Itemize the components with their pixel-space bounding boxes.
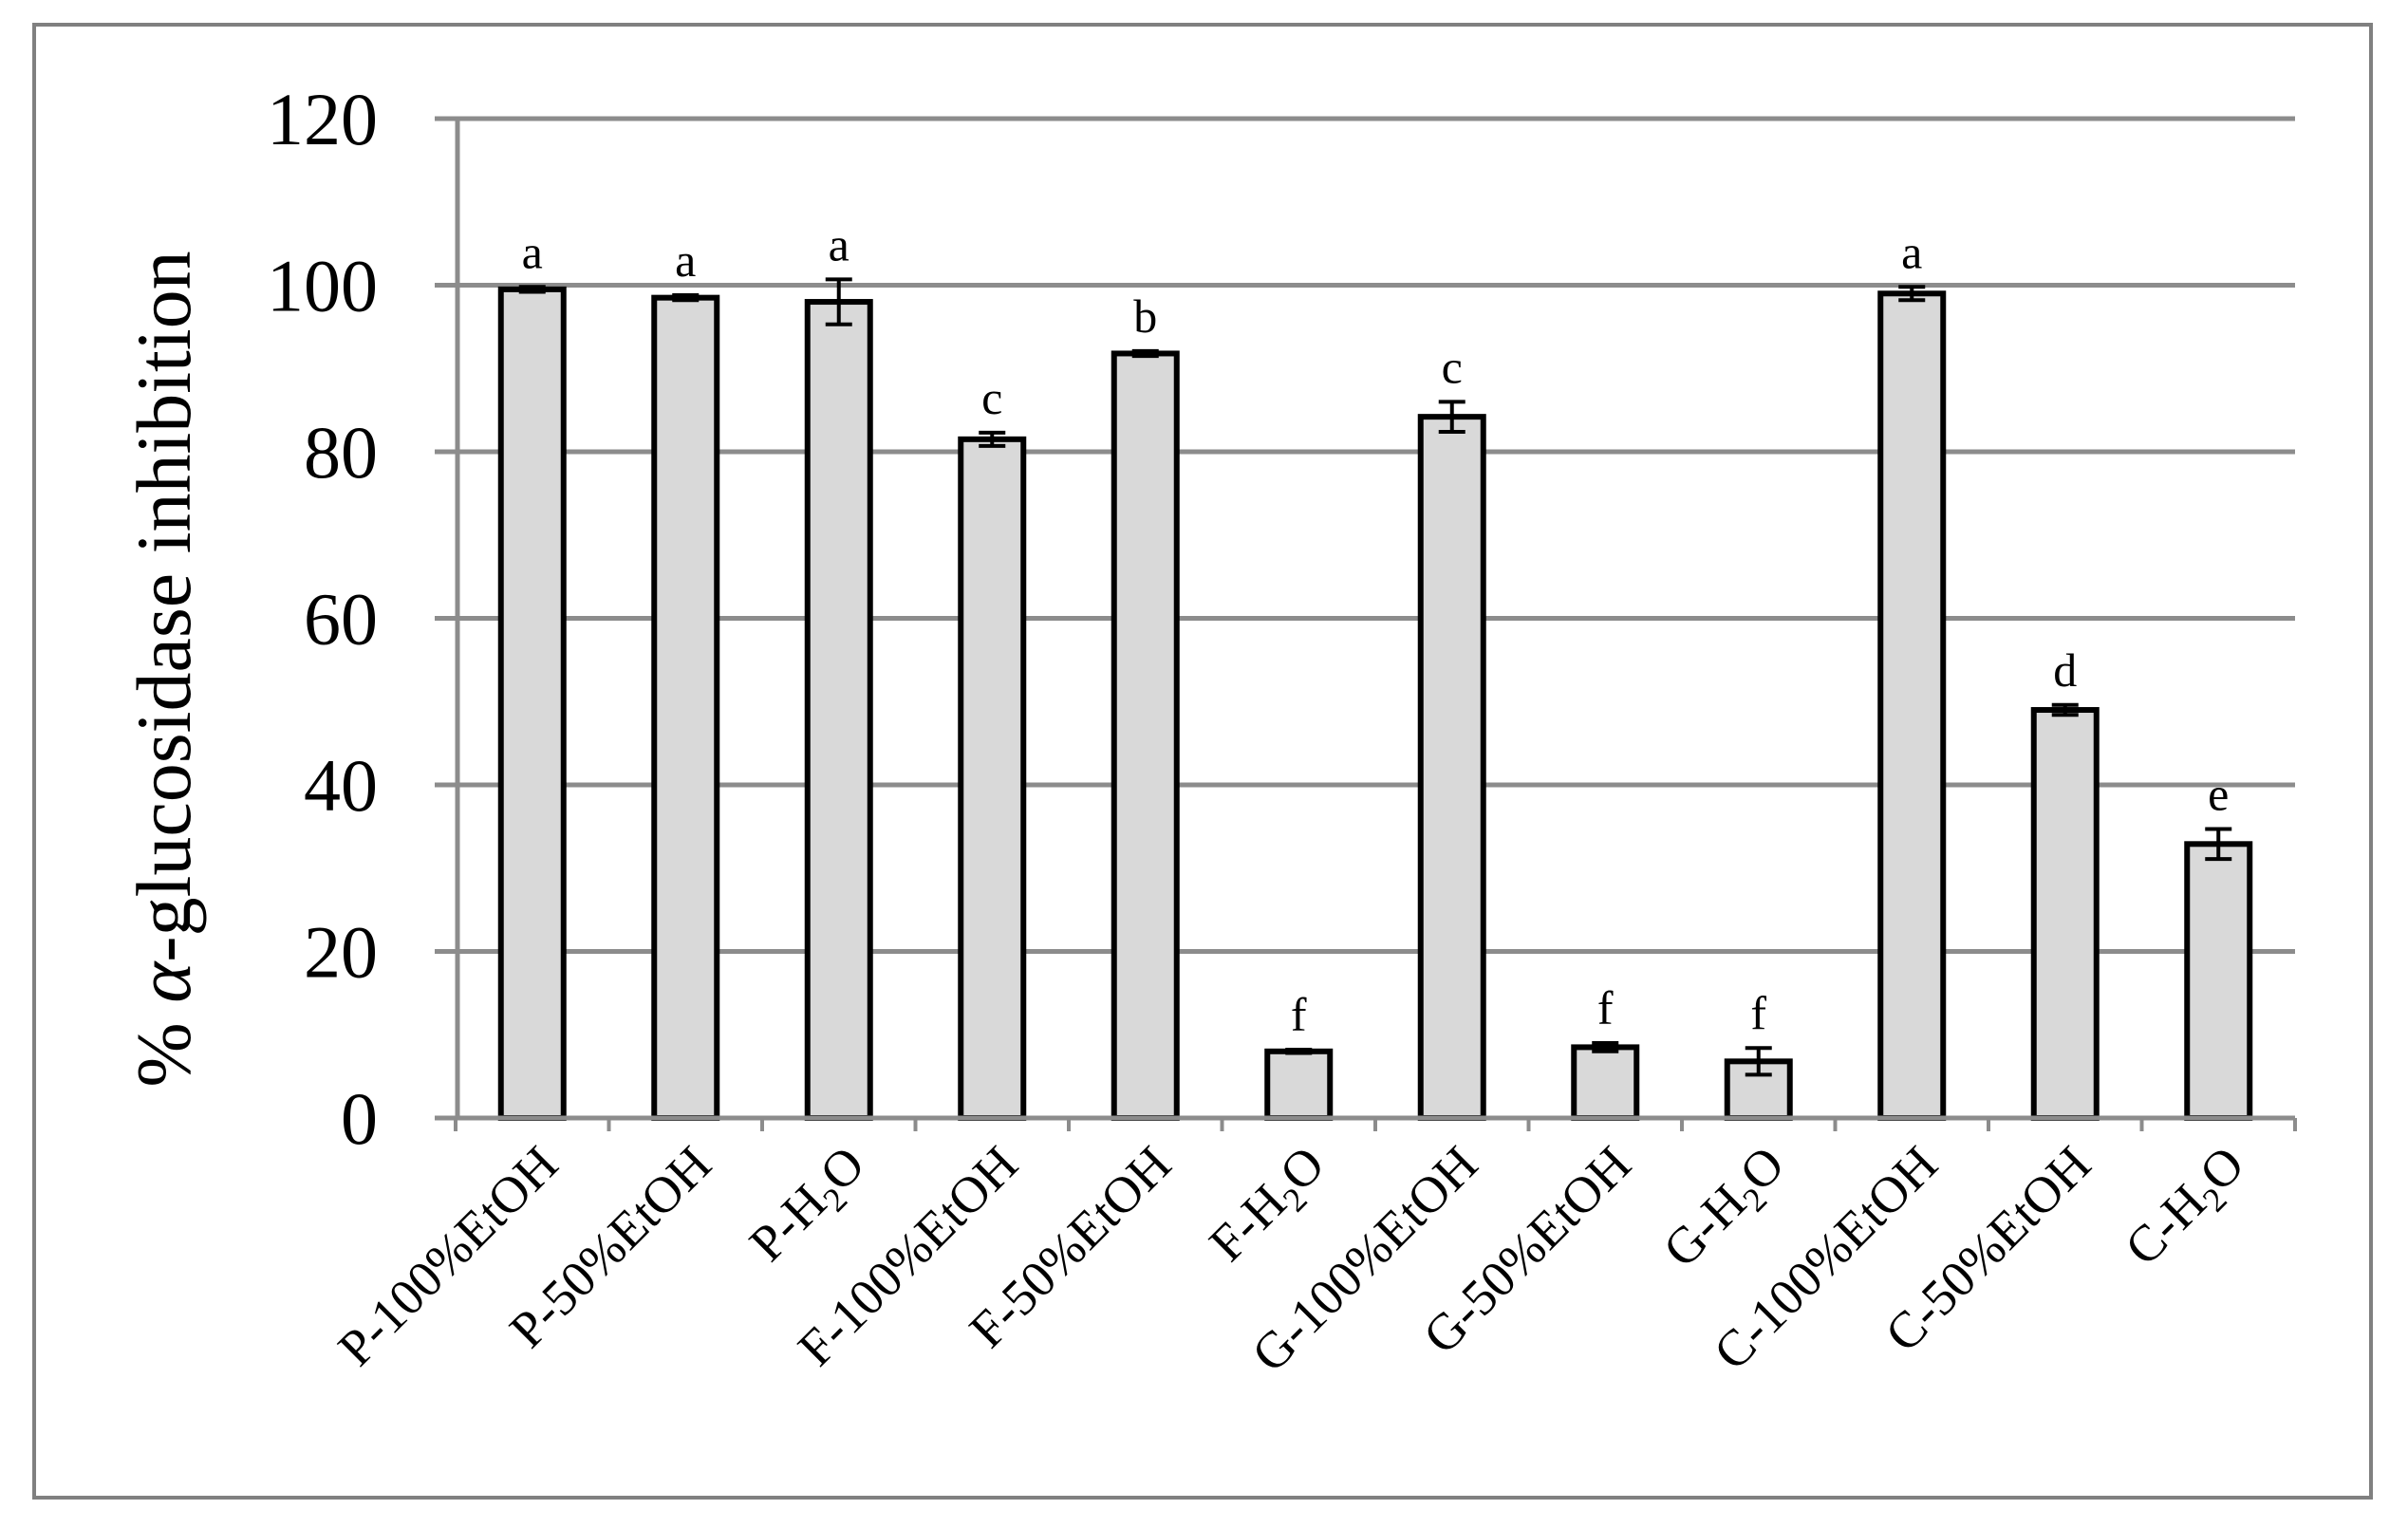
axes	[435, 119, 2297, 1131]
y-tick-label: 20	[304, 911, 378, 994]
error-bar	[672, 293, 700, 303]
error-bar	[1285, 1048, 1313, 1055]
error-bar	[979, 430, 1006, 448]
significance-label: f	[1291, 988, 1307, 1041]
significance-label: a	[829, 217, 849, 270]
bar	[1877, 290, 1947, 1121]
y-tick-label: 120	[267, 78, 378, 160]
significance-label: d	[2053, 643, 2077, 697]
y-tick-label: 60	[304, 578, 378, 661]
bar	[1417, 414, 1486, 1121]
y-axis-title-suffix: -glucosidase inhibition	[121, 251, 207, 961]
significance-label: a	[1901, 225, 1922, 278]
significance-label: b	[1133, 289, 1157, 343]
x-tick-label: G-H2O	[1652, 1135, 1801, 1283]
error-bar	[518, 285, 546, 294]
chart-frame	[32, 23, 2373, 1500]
y-axis-title-alpha: α	[121, 960, 207, 1003]
error-bar	[2205, 827, 2232, 862]
error-bar	[1898, 285, 1926, 303]
significance-label: c	[1442, 340, 1463, 393]
y-tick-label: 0	[341, 1077, 378, 1160]
gridlines	[435, 116, 2295, 954]
bar	[804, 299, 873, 1121]
significance-label: c	[981, 371, 1002, 424]
bar	[2184, 841, 2253, 1121]
significance-label: a	[522, 225, 543, 278]
bar	[958, 436, 1027, 1121]
bar	[2030, 707, 2100, 1122]
error-bar	[1438, 400, 1465, 434]
significance-label: f	[1750, 986, 1766, 1039]
error-bar	[1592, 1041, 1619, 1053]
bars	[497, 277, 2253, 1122]
x-tick-label: P-H2O	[738, 1135, 881, 1277]
significance-label: f	[1597, 981, 1614, 1034]
y-axis-title: % α-glucosidase inhibition	[121, 251, 207, 1087]
bar	[1264, 1048, 1334, 1122]
y-tick-label: 80	[304, 411, 378, 494]
bar	[497, 286, 567, 1121]
y-tick-label: 100	[267, 245, 378, 327]
x-tick-label: C-H2O	[2114, 1135, 2260, 1281]
error-bar	[1745, 1046, 1772, 1077]
significance-label: a	[675, 233, 696, 287]
error-bar	[2051, 702, 2079, 717]
bar	[1571, 1044, 1640, 1121]
error-bar	[1131, 348, 1159, 359]
y-axis-title-prefix: %	[121, 1003, 207, 1088]
x-tick-label: F-H2O	[1198, 1135, 1340, 1277]
y-tick-label: 40	[304, 744, 378, 827]
significance-label: e	[2208, 768, 2229, 821]
bar	[651, 294, 720, 1122]
bar	[1111, 350, 1180, 1121]
error-bar	[825, 277, 852, 326]
